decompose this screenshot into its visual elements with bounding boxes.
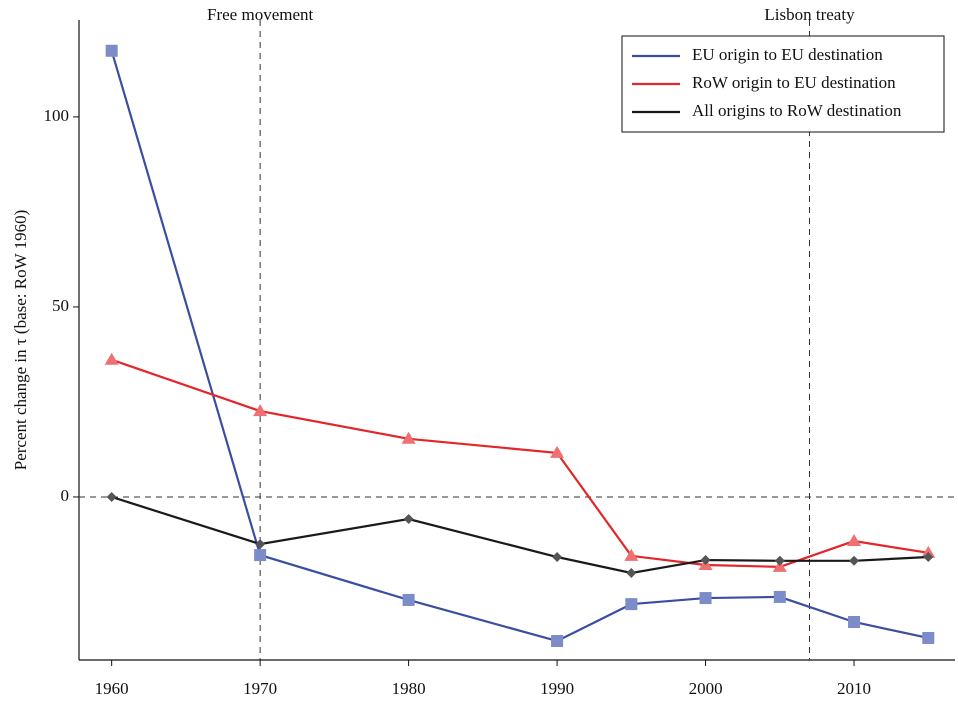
y-tick-label: 100 [44,106,70,125]
x-tick-label: 2010 [837,679,871,698]
marker [923,552,934,563]
marker [105,44,118,57]
marker [550,445,565,458]
x-tick-label: 1960 [95,679,129,698]
marker [254,549,267,562]
marker [922,631,935,644]
marker [847,534,862,547]
marker [624,548,639,561]
y-tick-label: 50 [52,296,69,315]
marker [921,545,936,558]
marker [848,615,861,628]
marker [773,590,786,603]
marker [774,555,785,566]
x-tick-label: 1980 [392,679,426,698]
y-tick-label: 0 [61,486,70,505]
marker [699,592,712,605]
legend-label: RoW origin to EU destination [692,73,896,92]
marker [552,552,563,563]
legend-label: EU origin to EU destination [692,45,883,64]
marker [700,555,711,566]
reference-label: Lisbon treaty [764,5,855,24]
marker [772,559,787,572]
marker [253,404,268,417]
x-tick-label: 2000 [689,679,723,698]
marker [104,352,119,365]
marker [401,431,416,444]
marker [106,491,117,502]
series-line [111,495,929,575]
x-tick-label: 1990 [540,679,574,698]
y-axis-label: Percent change in τ (base: RoW 1960) [11,210,30,471]
x-tick-label: 1970 [243,679,277,698]
marker [255,539,266,550]
marker [551,634,564,647]
marker [626,567,637,578]
reference-label: Free movement [207,5,313,24]
marker [849,555,860,566]
marker [402,593,415,606]
marker [625,598,638,611]
series-line [110,50,929,643]
legend-label: All origins to RoW destination [692,101,902,120]
marker [403,514,414,525]
